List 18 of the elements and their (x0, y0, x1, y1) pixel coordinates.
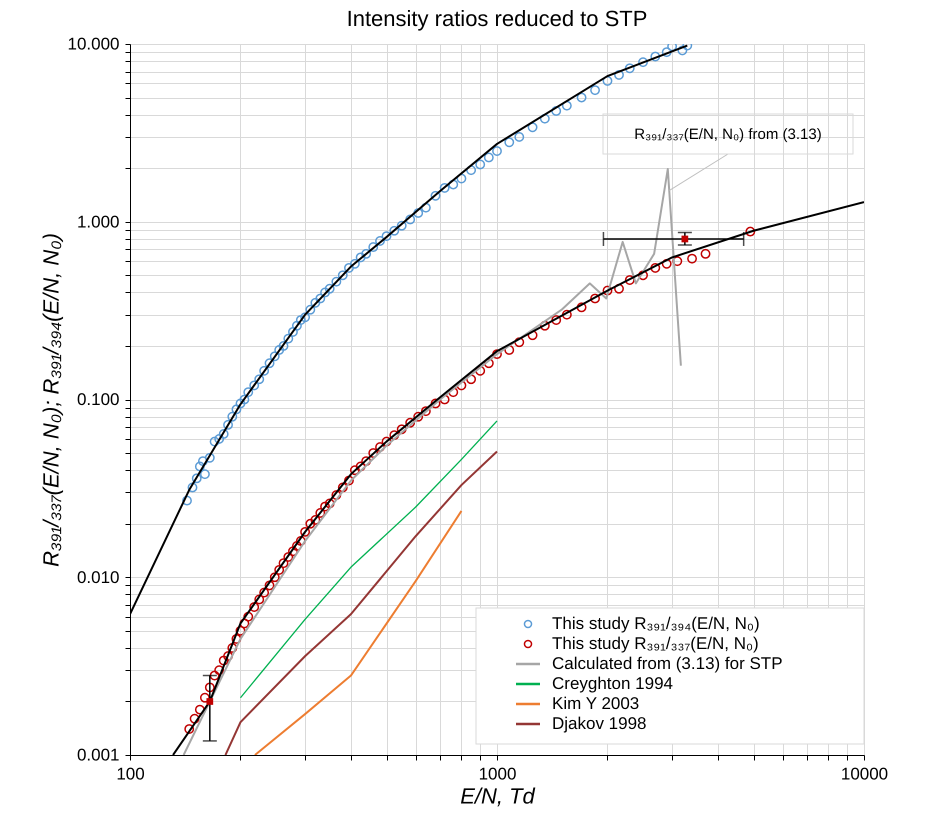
annotation: R₃₉₁/₃₃₇(E/N, N₀) from (3.13) (634, 126, 822, 143)
legend-label: Calculated from (3.13) for STP (552, 654, 783, 673)
x-tick-label: 1000 (478, 764, 516, 784)
y-tick-label: 0.001 (76, 746, 120, 764)
x-tick-label: 10000 (840, 764, 888, 784)
x-axis-title: E/N, Td (460, 784, 536, 808)
legend-label: Creyghton 1994 (552, 674, 673, 693)
y-tick-label: 1.000 (76, 212, 120, 232)
x-tick-label: 100 (116, 764, 145, 784)
legend-label: This study R₃₉₁/₃₃₇(E/N, N₀) (552, 634, 759, 653)
legend-label: This study R₃₉₁/₃₉₄(E/N, N₀) (552, 614, 760, 633)
y-tick-label: 0.100 (76, 390, 120, 409)
y-tick-label: 0.010 (76, 568, 120, 587)
legend-label: Kim Y 2003 (552, 694, 640, 713)
y-axis-title: R₃₉₁/₃₃₇(E/N, N₀); R₃₉₁/₃₉₄(E/N, N₀) (38, 233, 64, 567)
y-tick-label: 10.000 (68, 34, 120, 54)
legend-label: Djakov 1998 (552, 714, 647, 733)
chart-title: Intensity ratios reduced to STP (346, 6, 648, 31)
